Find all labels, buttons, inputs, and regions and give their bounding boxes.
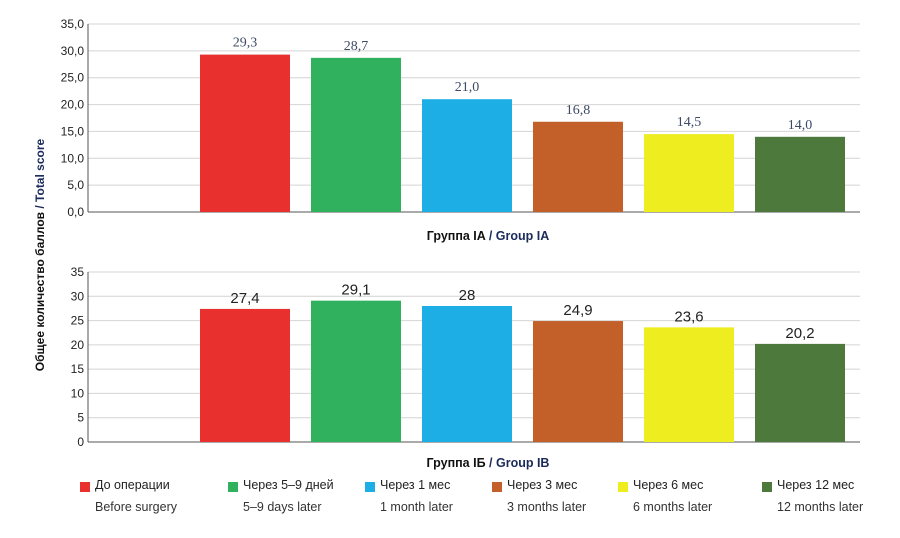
y-tick-label: 15: [71, 362, 85, 376]
y-axis-label-sep: /: [33, 202, 47, 212]
chart-caption-ru: Группа IA: [427, 229, 486, 243]
chart-caption: Группа IБ / Group IB: [427, 456, 550, 470]
y-axis-label-en: Total score: [33, 138, 47, 201]
y-tick-label: 25,0: [61, 71, 85, 85]
data-label: 21,0: [455, 80, 480, 95]
y-tick-label: 35,0: [61, 17, 85, 31]
legend-label-ru: Через 6 мес: [633, 478, 704, 492]
chart-caption-en: Group IB: [496, 456, 549, 470]
legend-swatch: [365, 482, 375, 492]
bar: [533, 321, 623, 442]
data-label: 23,6: [674, 308, 703, 325]
legend-label-en: 12 months later: [777, 500, 864, 514]
legend-label-ru: Через 3 мес: [507, 478, 578, 492]
y-tick-label: 35: [71, 265, 85, 279]
bar: [533, 121, 623, 212]
data-label: 14,5: [677, 115, 702, 130]
y-tick-label: 10,0: [61, 151, 85, 165]
data-label: 28,7: [344, 39, 369, 54]
bar: [311, 57, 401, 213]
chart-caption-sep: /: [486, 456, 496, 470]
bar: [422, 306, 512, 442]
chart-caption-ru: Группа IБ: [427, 456, 486, 470]
chart-panel-group-ib: 0 5 10 15 20 25 30 35 27,4 29,1 28 24,9 23,6 20,2 Груп…: [71, 265, 860, 470]
legend-label-ru: Через 5–9 дней: [243, 478, 334, 492]
y-tick-label: 20,0: [61, 98, 85, 112]
y-tick-label: 0: [77, 435, 84, 449]
data-label: 24,9: [563, 302, 592, 319]
chart-caption-en: Group IA: [496, 229, 549, 243]
legend-label-en: Before surgery: [95, 500, 177, 514]
y-axis-label: Общее количество баллов / Total score: [33, 138, 47, 371]
y-axis-label-ru: Общее количество баллов: [33, 212, 47, 371]
data-label: 16,8: [566, 103, 591, 118]
bar: [200, 308, 290, 442]
bar: [422, 99, 512, 212]
y-tick-label: 25: [71, 314, 85, 328]
legend-label-en: 1 month later: [380, 500, 453, 514]
y-tick-label: 10: [71, 386, 85, 400]
bar: [755, 343, 845, 442]
y-tick-label: 5: [77, 411, 84, 425]
data-label: 29,3: [233, 36, 258, 51]
data-label: 29,1: [341, 282, 370, 299]
chart-caption: Группа IA / Group IA: [427, 229, 549, 243]
legend-label-ru: Через 12 мес: [777, 478, 855, 492]
data-label: 14,0: [788, 118, 813, 133]
legend-label-ru: Через 1 мес: [380, 478, 451, 492]
legend-label-ru: До операции: [95, 478, 170, 492]
bar: [644, 327, 734, 442]
data-label: 27,4: [230, 290, 259, 307]
y-tick-label: 0,0: [67, 205, 84, 219]
legend-swatch: [762, 482, 772, 492]
legend-label-en: 3 months later: [507, 500, 587, 514]
legend-swatch: [492, 482, 502, 492]
y-tick-label: 20: [71, 338, 85, 352]
y-tick-label: 30: [71, 289, 85, 303]
data-label: 28: [459, 287, 476, 304]
chart-caption-sep: /: [485, 229, 495, 243]
y-tick-label: 5,0: [67, 178, 84, 192]
y-tick-label: 15,0: [61, 124, 85, 138]
legend: До операции Before surgery Через 5–9 дне…: [80, 478, 895, 522]
legend-swatch: [618, 482, 628, 492]
legend-swatch: [80, 482, 90, 492]
bar: [644, 134, 734, 212]
bar: [200, 54, 290, 212]
legend-label-en: 6 months later: [633, 500, 713, 514]
chart-canvas: Общее количество баллов / Total score 0,…: [33, 17, 860, 470]
chart-panel-group-ia: 0,0 5,0 10,0 15,0 20,0 25,0 30,0 35,0 29,3 28,7 21…: [61, 17, 860, 243]
bar: [311, 300, 401, 442]
bar: [755, 136, 845, 212]
legend-label-en: 5–9 days later: [243, 500, 322, 514]
legend-swatch: [228, 482, 238, 492]
y-tick-label: 30,0: [61, 44, 85, 58]
data-label: 20,2: [785, 325, 814, 342]
